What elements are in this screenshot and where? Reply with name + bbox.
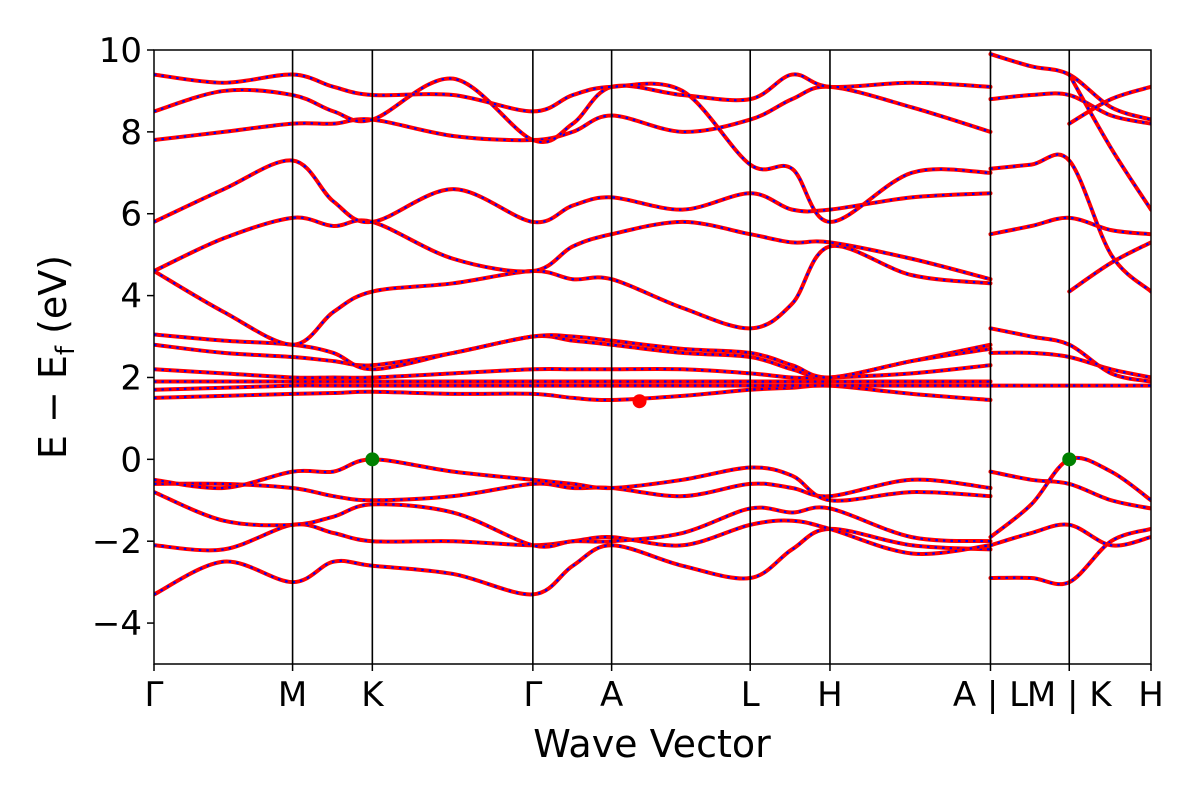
band-line-blue-4 [154,491,991,548]
x-tick-label-5: L [741,675,760,715]
y-axis-ticks: −4 −2 0 2 4 6 8 10 [92,31,154,644]
extremum-marker-2 [632,394,647,409]
band-line-red-28 [1067,240,1151,294]
plot-frame [153,49,1152,665]
y-tick-label-5: 6 [120,195,142,235]
band-line-blue-22 [990,351,1151,379]
y-tick-label-3: 2 [120,358,142,398]
band-line-blue-24 [990,216,1151,236]
x-axis-ticks: Γ M K Γ A L H A | LM | K H [145,664,1164,715]
x-tick-label-8: M | K [1027,675,1113,715]
kpath-lines [291,50,1071,664]
band-line-blue-15 [154,73,991,144]
band-line-blue-10 [154,333,991,379]
plot-area [154,50,1151,664]
extremum-marker-1 [1062,452,1077,467]
y-axis-title-subscript: f [51,345,81,355]
band-line-red-6 [154,383,993,392]
x-tick-label-7: A | L [953,675,1028,715]
band-line-red-29 [1067,84,1151,126]
y-tick-label-4: 4 [120,277,142,317]
band-line-blue-1 [154,519,991,556]
y-tick-label-0: −4 [92,604,142,644]
x-tick-label-1: M [278,675,307,715]
y-axis-title-unit: (eV) [31,255,75,334]
x-tick-label-3: Γ [523,675,542,715]
x-tick-label-9: H [1138,675,1164,715]
extrema-markers [365,394,1077,467]
y-axis-title-main: E − E [31,355,75,459]
y-tick-label-2: 0 [120,440,142,480]
band-line-blue-13 [154,159,991,224]
y-tick-label-7: 10 [99,31,142,71]
x-tick-label-2: K [361,675,385,715]
band-line-red-12 [154,215,993,282]
bands-layer [154,52,1151,597]
x-axis-title: Wave Vector [533,722,771,766]
band-line-red-3 [154,457,993,503]
x-tick-label-0: Γ [145,675,164,715]
x-tick-label-4: A [600,675,623,715]
band-line-red-16 [154,72,993,224]
band-line-blue-11 [154,244,991,346]
band-line-blue-25 [990,153,1151,293]
band-line-red-0 [154,526,993,597]
band-line-blue-30 [1068,74,1151,211]
extremum-marker-0 [365,452,380,467]
band-line-blue-2 [154,478,991,502]
x-tick-label-6: H [817,675,843,715]
y-tick-label-6: 8 [120,113,142,153]
y-tick-label-1: −2 [92,522,142,562]
y-axis-title: E − Ef (eV) [31,255,81,459]
